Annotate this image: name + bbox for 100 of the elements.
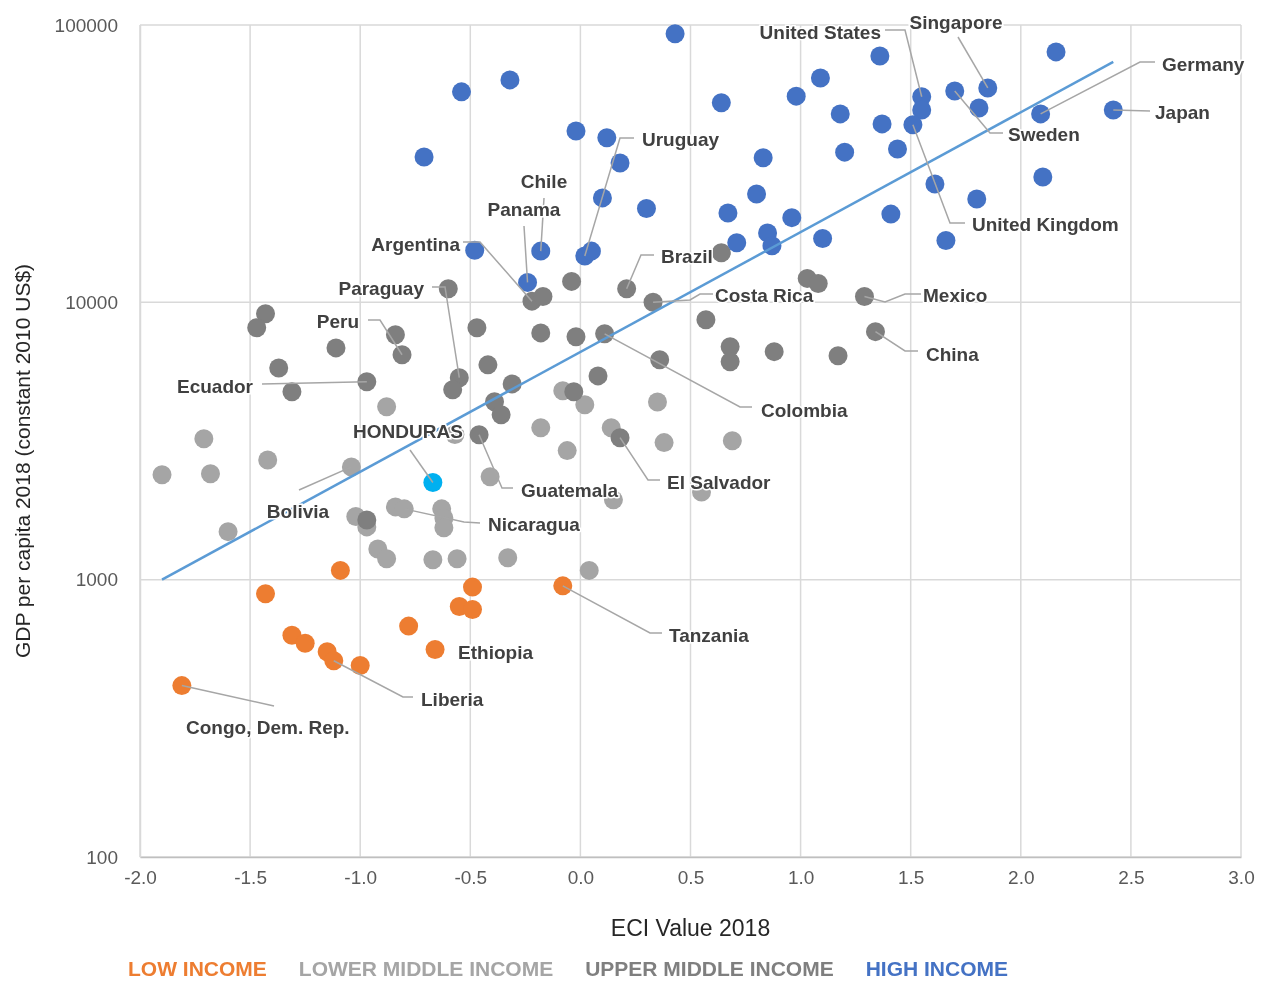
point — [443, 380, 463, 400]
point — [945, 81, 965, 101]
point — [498, 548, 518, 568]
point — [1046, 42, 1066, 62]
point — [579, 560, 599, 580]
y-axis-title: GDP per capita 2018 (constant 2010 US$) — [11, 263, 34, 659]
point — [425, 640, 445, 659]
point — [810, 68, 830, 88]
annotation: Chile — [520, 171, 568, 192]
annotation: Colombia — [761, 400, 848, 421]
x-axis-title: ECI Value 2018 — [610, 915, 771, 941]
point — [518, 272, 538, 292]
x-tick-label: 3.0 — [1228, 867, 1255, 889]
point — [326, 338, 346, 358]
point — [575, 395, 595, 415]
annotation: Ethiopia — [458, 641, 534, 663]
point — [478, 355, 498, 375]
point — [557, 441, 577, 461]
point — [1033, 167, 1053, 187]
point — [491, 405, 511, 425]
x-tick-label: 0.5 — [677, 867, 705, 889]
point — [870, 46, 890, 66]
text: HIGH INCOME — [865, 957, 1009, 980]
x-tick-label: -0.5 — [454, 867, 488, 889]
point — [200, 464, 220, 484]
annotation: Panama — [487, 199, 561, 220]
annotation: Paraguay — [338, 278, 425, 299]
point — [467, 318, 487, 338]
point — [414, 147, 434, 167]
y-tick-label: 10000 — [65, 291, 118, 313]
annotation: United Kingdom — [972, 214, 1119, 235]
point — [172, 676, 192, 696]
annotation: Brazil — [661, 246, 713, 267]
point — [610, 428, 630, 448]
point — [465, 240, 485, 260]
text: UPPER MIDDLE INCOME — [585, 957, 834, 980]
point — [566, 327, 586, 347]
point — [392, 345, 412, 365]
point — [194, 429, 214, 449]
point — [636, 198, 656, 218]
point — [753, 148, 773, 168]
point — [828, 346, 848, 366]
point — [256, 584, 276, 604]
point — [813, 228, 833, 248]
point — [782, 208, 802, 228]
point — [872, 114, 892, 134]
annotation: Mexico — [923, 285, 988, 306]
annotation: Uruguay — [642, 129, 720, 150]
annotation: Japan — [1155, 102, 1210, 123]
point — [887, 139, 907, 159]
x-tick-label: 1.0 — [787, 867, 815, 889]
point — [553, 576, 573, 596]
point — [423, 550, 443, 570]
point — [654, 433, 674, 453]
point — [269, 358, 289, 378]
point — [881, 204, 901, 224]
x-tick-label: 1.5 — [897, 867, 925, 889]
point — [617, 279, 637, 299]
point — [967, 189, 987, 209]
point — [324, 651, 344, 671]
point — [581, 241, 601, 261]
annotation: Peru — [316, 311, 359, 332]
point — [747, 184, 767, 204]
annotation: Costa Rica — [715, 285, 814, 306]
point — [903, 115, 923, 135]
point — [531, 418, 551, 438]
annotation: Germany — [1162, 54, 1245, 75]
point — [469, 425, 489, 445]
annotation: China — [926, 344, 980, 365]
annotation: United States — [759, 22, 881, 43]
point — [830, 104, 850, 124]
point — [423, 473, 443, 493]
point — [463, 600, 482, 620]
annotation: Singapore — [909, 12, 1003, 33]
point — [564, 382, 584, 402]
x-tick-label: 2.0 — [1008, 867, 1035, 889]
point — [720, 352, 740, 372]
point — [865, 322, 885, 342]
annotation: El Salvador — [667, 472, 772, 493]
point — [218, 522, 238, 542]
y-tick-label: 1000 — [75, 569, 118, 591]
point — [588, 366, 608, 386]
text: LOWER MIDDLE INCOME — [298, 957, 554, 980]
annotation: Ecuador — [176, 376, 254, 397]
point — [282, 382, 302, 402]
x-tick-label: 0.0 — [567, 867, 595, 889]
annotation: Guatemala — [521, 480, 619, 501]
annotation: Nicaragua — [488, 514, 581, 535]
point — [447, 549, 467, 569]
point — [711, 93, 731, 113]
point — [764, 342, 784, 362]
y-tick-label: 100 — [86, 846, 118, 868]
x-tick-label: -2.0 — [124, 867, 157, 889]
point — [722, 431, 742, 451]
point — [357, 510, 377, 530]
point — [152, 465, 172, 485]
point — [912, 100, 932, 120]
annotation: Congo, Dem. Rep. — [186, 717, 350, 738]
point — [562, 271, 582, 291]
point — [350, 656, 370, 676]
